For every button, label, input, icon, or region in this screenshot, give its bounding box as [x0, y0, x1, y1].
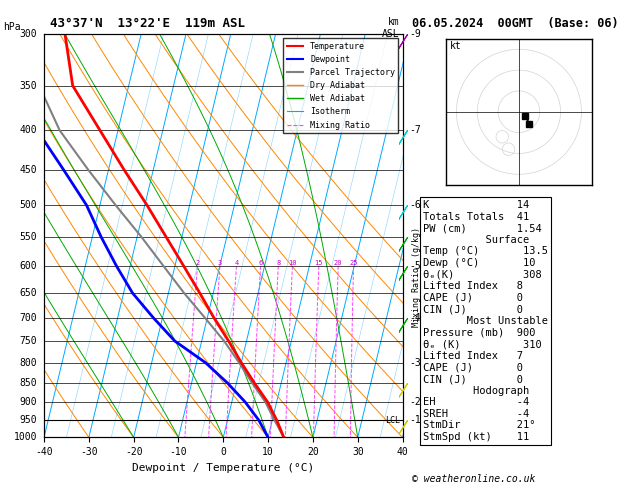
- Text: 1000: 1000: [14, 433, 37, 442]
- Text: 15: 15: [314, 260, 323, 266]
- Text: -2: -2: [409, 397, 421, 407]
- Text: 850: 850: [19, 378, 37, 388]
- Text: -7: -7: [409, 125, 421, 136]
- Text: 06.05.2024  00GMT  (Base: 06): 06.05.2024 00GMT (Base: 06): [412, 17, 618, 30]
- Text: 950: 950: [19, 415, 37, 425]
- Text: K              14
Totals Totals  41
PW (cm)        1.54
          Surface
Temp (: K 14 Totals Totals 41 PW (cm) 1.54 Surfa…: [423, 200, 548, 442]
- Text: -3: -3: [409, 358, 421, 367]
- Text: kt: kt: [450, 41, 462, 52]
- Text: Mixing Ratio  (g/kg): Mixing Ratio (g/kg): [411, 227, 421, 327]
- Text: 800: 800: [19, 358, 37, 367]
- Text: 300: 300: [19, 29, 37, 39]
- Text: 550: 550: [19, 232, 37, 242]
- Text: -5: -5: [409, 261, 421, 271]
- Text: 500: 500: [19, 200, 37, 210]
- Text: 20: 20: [334, 260, 342, 266]
- Text: © weatheronline.co.uk: © weatheronline.co.uk: [412, 473, 535, 484]
- Text: -1: -1: [409, 415, 421, 425]
- Text: 43°37'N  13°22'E  119m ASL: 43°37'N 13°22'E 119m ASL: [50, 17, 245, 30]
- Legend: Temperature, Dewpoint, Parcel Trajectory, Dry Adiabat, Wet Adiabat, Isotherm, Mi: Temperature, Dewpoint, Parcel Trajectory…: [284, 38, 398, 133]
- Text: 700: 700: [19, 313, 37, 323]
- Text: 10: 10: [288, 260, 297, 266]
- Text: 6: 6: [259, 260, 263, 266]
- Text: km
ASL: km ASL: [382, 17, 399, 38]
- Text: 750: 750: [19, 336, 37, 346]
- Text: 8: 8: [276, 260, 281, 266]
- Text: -6: -6: [409, 200, 421, 210]
- Text: -9: -9: [409, 29, 421, 39]
- Text: 4: 4: [235, 260, 238, 266]
- Text: hPa: hPa: [3, 22, 21, 32]
- Text: 25: 25: [349, 260, 358, 266]
- Text: 350: 350: [19, 81, 37, 91]
- Text: 900: 900: [19, 397, 37, 407]
- Text: 2: 2: [196, 260, 199, 266]
- Text: 600: 600: [19, 261, 37, 271]
- Text: 400: 400: [19, 125, 37, 136]
- X-axis label: Dewpoint / Temperature (°C): Dewpoint / Temperature (°C): [132, 463, 314, 473]
- Text: 450: 450: [19, 165, 37, 175]
- Text: 650: 650: [19, 288, 37, 298]
- Text: LCL: LCL: [386, 416, 400, 425]
- Text: 3: 3: [218, 260, 222, 266]
- Text: -4: -4: [409, 313, 421, 323]
